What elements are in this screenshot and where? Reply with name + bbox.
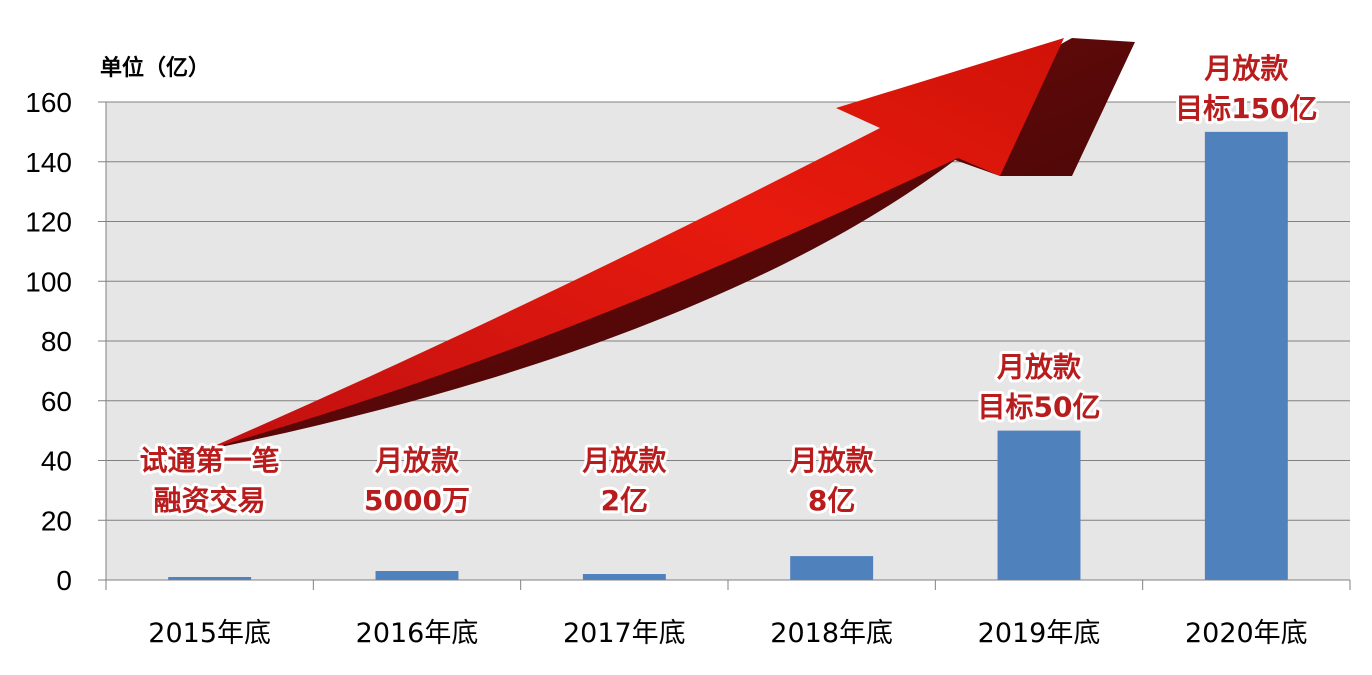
bar <box>1204 131 1288 580</box>
y-tick-label: 160 <box>25 87 72 118</box>
x-tick-label: 2018年底 <box>770 618 893 649</box>
bar-annotation: 2亿 <box>601 484 648 517</box>
x-tick-label: 2017年底 <box>563 618 686 649</box>
bar <box>582 574 666 580</box>
y-tick-label: 120 <box>25 207 72 238</box>
bar <box>997 430 1081 580</box>
bar-annotation: 月放款 <box>1203 52 1289 85</box>
annotations: 试通第一笔融资交易月放款5000万月放款2亿月放款8亿月放款目标50亿月放款目标… <box>137 49 1321 520</box>
x-tick-label: 2019年底 <box>978 618 1101 649</box>
tick-labels: 0 20 40 60 80 100 120 140 160 2015年底 2016年底 2017年底 2… <box>25 87 1307 649</box>
bar-annotation: 月放款 <box>581 444 667 477</box>
y-tick-label: 0 <box>56 565 72 596</box>
bar-annotation: 试通第一笔 <box>140 444 280 477</box>
bar-annotation: 月放款 <box>996 351 1082 384</box>
bar-annotation: 目标50亿 <box>978 391 1101 424</box>
unit-label: 单位（亿） <box>100 55 210 81</box>
bar <box>375 571 459 580</box>
trend-arrow-icon <box>205 38 1135 450</box>
y-tick-label: 100 <box>25 266 72 297</box>
x-tick-label: 2016年底 <box>356 618 479 649</box>
y-tick-label: 40 <box>41 446 72 477</box>
y-tick-label: 20 <box>41 505 72 536</box>
bar <box>168 577 252 580</box>
axes <box>98 101 1351 590</box>
x-tick-label: 2020年底 <box>1185 618 1308 649</box>
bar-annotation: 5000万 <box>364 484 470 517</box>
y-tick-label: 60 <box>41 386 72 417</box>
bar-annotation: 月放款 <box>374 444 460 477</box>
bar <box>790 556 874 580</box>
y-tick-label: 140 <box>25 147 72 178</box>
y-tick-label: 80 <box>41 326 72 357</box>
trend-arrow-face <box>205 38 1064 450</box>
bar-series <box>168 131 1288 580</box>
bar-annotation: 月放款 <box>789 444 875 477</box>
x-tick-label: 2015年底 <box>148 618 271 649</box>
bar-annotation: 目标150亿 <box>1175 92 1317 125</box>
bar-annotation: 8亿 <box>808 484 855 517</box>
bar-annotation: 融资交易 <box>154 484 266 517</box>
